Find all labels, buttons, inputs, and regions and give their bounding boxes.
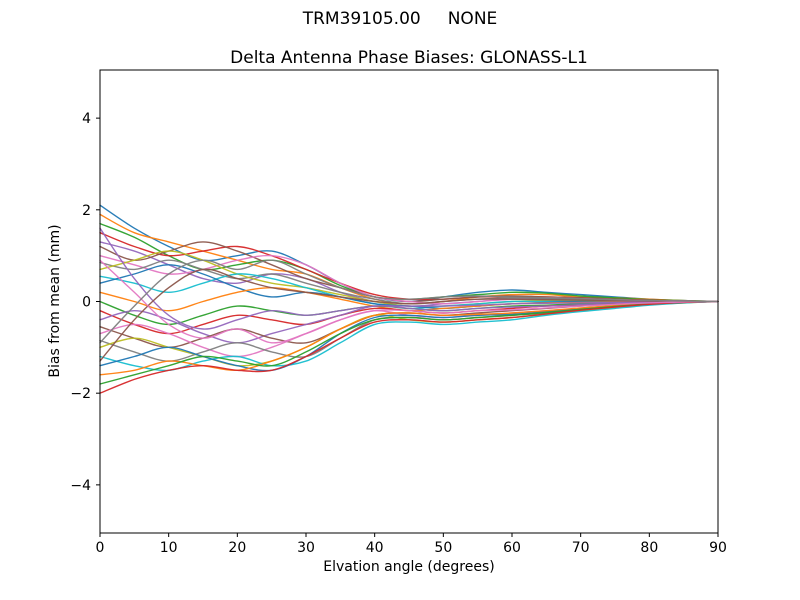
figure-suptitle: TRM39105.00 NONE (302, 9, 498, 29)
x-tick-label: 20 (228, 540, 246, 556)
x-tick-label: 10 (160, 540, 178, 556)
series-line (99, 300, 719, 376)
x-tick-label: 50 (434, 540, 452, 556)
x-tick-label: 80 (640, 540, 658, 556)
y-tick-label: −4 (70, 478, 91, 494)
series-line (99, 300, 719, 372)
series-line (99, 227, 719, 330)
x-axis-label: Elvation angle (degrees) (323, 559, 495, 575)
x-tick-label: 90 (709, 540, 727, 556)
series-line (99, 268, 719, 362)
x-tick-label: 60 (503, 540, 521, 556)
y-tick-label: 4 (82, 111, 91, 127)
series-line (99, 259, 719, 344)
y-axis-label: Bias from mean (mm) (47, 224, 63, 378)
y-tick-label: −2 (70, 386, 91, 402)
x-tick-label: 70 (572, 540, 590, 556)
y-tick-label: 0 (82, 295, 91, 311)
series-line (99, 241, 719, 307)
x-tick-label: 0 (96, 540, 105, 556)
x-tick-label: 30 (297, 540, 315, 556)
axes-title: Delta Antenna Phase Biases: GLONASS-L1 (230, 48, 588, 68)
series-line (99, 300, 719, 394)
y-tick-label: 2 (82, 203, 91, 219)
series-line (99, 213, 719, 305)
series-line (99, 259, 719, 344)
x-tick-label: 40 (366, 540, 384, 556)
